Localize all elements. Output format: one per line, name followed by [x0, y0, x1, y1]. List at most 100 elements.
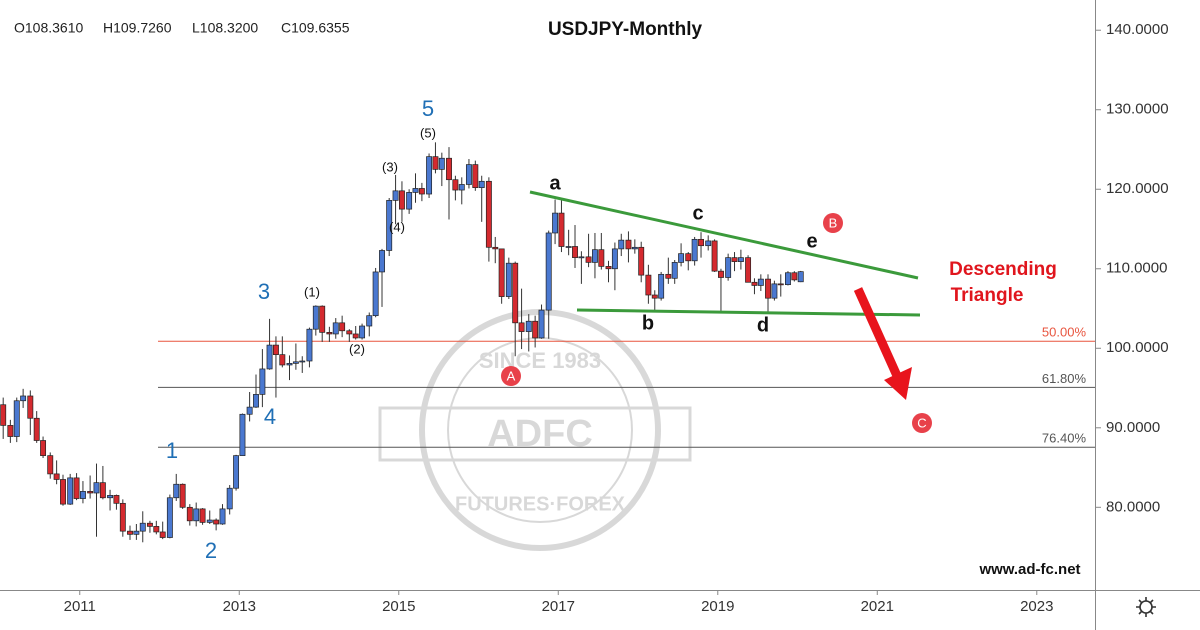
- candle-body: [678, 253, 685, 263]
- candle-body: [73, 477, 80, 499]
- triangle-lower: [576, 308, 921, 317]
- candle-body: [498, 248, 505, 297]
- candle-body: [159, 531, 166, 538]
- candle-body: [133, 530, 140, 535]
- candle-body: [13, 400, 20, 437]
- candle-body: [532, 320, 539, 339]
- candle-body: [658, 273, 665, 299]
- candle-body: [412, 188, 419, 193]
- abc-label: A: [507, 368, 516, 383]
- candle-body: [239, 413, 246, 456]
- candle-body: [791, 272, 798, 281]
- candle-body: [745, 257, 752, 283]
- pattern-label: Descending: [949, 259, 1057, 280]
- candle-body: [193, 508, 200, 522]
- candle-body: [432, 156, 439, 170]
- candle-body: [645, 274, 652, 296]
- candle-body: [505, 262, 512, 297]
- candle-body: [7, 425, 14, 437]
- candle-body: [785, 272, 791, 286]
- candle-body: [418, 188, 425, 195]
- candle-body: [213, 519, 220, 525]
- candle-body: [186, 506, 193, 522]
- candle-body: [572, 246, 578, 258]
- candle-body: [47, 455, 54, 475]
- candle-body: [219, 508, 226, 525]
- candle-body: [651, 294, 658, 299]
- candle-body: [67, 477, 74, 505]
- candle-body: [166, 497, 173, 538]
- y-tick-label: 130.0000: [1106, 101, 1169, 118]
- candle-body: [127, 530, 133, 535]
- watermark-text: FUTURES·FOREX: [455, 493, 626, 515]
- candle-body: [552, 212, 559, 234]
- candle-body: [578, 256, 585, 259]
- chart-title: USDJPY-Monthly: [548, 19, 703, 40]
- candle-body: [585, 256, 592, 263]
- candle-body: [797, 271, 804, 283]
- candle-body: [173, 483, 180, 499]
- subwave-label: (5): [420, 125, 436, 140]
- candle-body: [146, 522, 153, 527]
- wave-label: 5: [422, 96, 434, 121]
- candle-body: [731, 257, 738, 262]
- fib-label: 61.80%: [1042, 371, 1087, 386]
- y-tick-label: 100.0000: [1106, 339, 1169, 356]
- candle-body: [99, 482, 106, 499]
- candle-body: [206, 519, 213, 523]
- candle-body: [379, 250, 385, 273]
- candle-body: [226, 487, 233, 510]
- candle-body: [771, 283, 778, 299]
- candle-body: [359, 325, 366, 339]
- candle-body: [279, 354, 286, 366]
- wave-label: 3: [258, 279, 270, 304]
- candle-body: [711, 240, 718, 272]
- arrow-shaft: [853, 287, 903, 380]
- candle-body: [20, 395, 27, 402]
- y-tick-label: 120.0000: [1106, 180, 1169, 197]
- candle-body: [472, 164, 479, 189]
- candle-body: [286, 363, 293, 366]
- candle-body: [60, 479, 66, 505]
- candle-body: [332, 322, 339, 335]
- watermark-text: ADFC: [487, 413, 593, 455]
- candle-body: [691, 238, 698, 262]
- candle-body: [518, 322, 525, 332]
- candle-body: [452, 179, 459, 191]
- settings-icon[interactable]: [1136, 597, 1156, 617]
- candle-body: [592, 249, 598, 263]
- fib-label: 50.00%: [1042, 325, 1087, 340]
- candle-body: [27, 395, 34, 419]
- fib-label: 76.40%: [1042, 431, 1087, 446]
- y-tick-label: 80.0000: [1106, 498, 1160, 515]
- candle-body: [446, 157, 452, 181]
- wave-label: 4: [264, 404, 276, 429]
- candle-body: [292, 361, 299, 364]
- x-tick-label: 2017: [542, 598, 575, 615]
- candle-body: [346, 330, 353, 335]
- candle-body: [725, 257, 732, 278]
- gear-teeth[interactable]: [1136, 597, 1156, 617]
- candle-body: [685, 253, 692, 262]
- candle-body: [698, 238, 704, 247]
- candle-body: [272, 344, 279, 355]
- triangle-upper: [529, 190, 919, 280]
- candle-body: [199, 508, 206, 523]
- candle-body: [233, 455, 240, 489]
- watermark-text: SINCE 1983: [479, 348, 601, 373]
- candle-body: [558, 212, 565, 247]
- candle-body: [53, 473, 60, 480]
- y-tick-label: 140.0000: [1106, 21, 1169, 38]
- candle-body: [765, 278, 771, 299]
- candle-body: [0, 404, 7, 426]
- triangle-wave-label: c: [692, 202, 703, 224]
- candle-body: [618, 239, 625, 250]
- candle-body: [179, 483, 186, 508]
- candle-body: [525, 320, 532, 332]
- candle-body: [107, 495, 114, 499]
- candle-body: [319, 305, 326, 333]
- candle-body: [545, 232, 552, 311]
- ohlc-readout: H109.7260: [103, 20, 172, 36]
